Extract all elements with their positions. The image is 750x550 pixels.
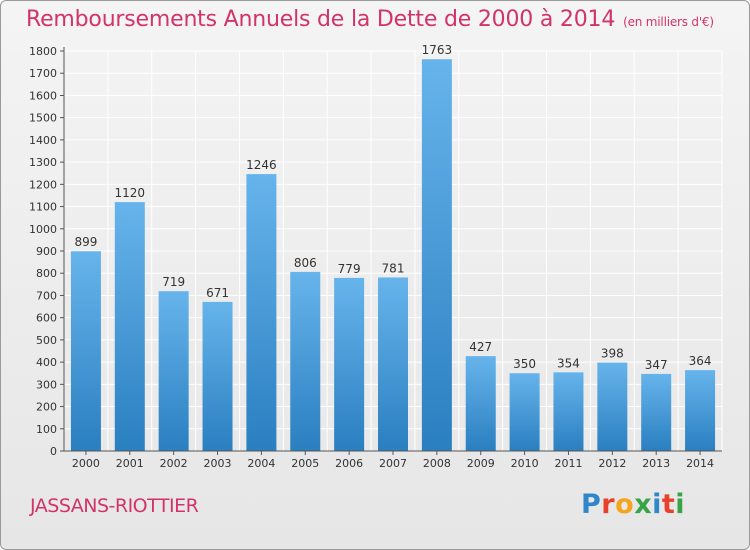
data-label: 806 <box>294 256 317 270</box>
y-tick-label: 1200 <box>29 178 57 191</box>
unit-note: (en milliers d'€) <box>623 15 714 29</box>
x-tick-label: 2003 <box>204 457 232 470</box>
y-tick-label: 1700 <box>29 67 57 80</box>
x-tick-label: 2011 <box>554 457 582 470</box>
x-tick-label: 2007 <box>379 457 407 470</box>
data-label: 781 <box>382 261 405 275</box>
bar-2008 <box>421 59 452 451</box>
y-tick-label: 1100 <box>29 201 57 214</box>
bar-2001 <box>114 202 145 451</box>
x-tick-label: 2010 <box>511 457 539 470</box>
logo-letter: o <box>615 489 635 520</box>
data-label: 364 <box>689 354 712 368</box>
bar-2005 <box>290 271 321 451</box>
bar-2011 <box>553 372 584 451</box>
logo-letter: i <box>675 489 686 520</box>
y-tick-label: 900 <box>36 245 57 258</box>
y-tick-label: 1400 <box>29 134 57 147</box>
y-tick-label: 700 <box>36 289 57 302</box>
data-label: 427 <box>469 340 492 354</box>
x-tick-label: 2005 <box>291 457 319 470</box>
x-tick-label: 2008 <box>423 457 451 470</box>
x-tick-label: 2013 <box>642 457 670 470</box>
data-label: 1246 <box>246 158 277 172</box>
x-tick-label: 2014 <box>686 457 714 470</box>
y-tick-label: 800 <box>36 267 57 280</box>
x-tick-label: 2012 <box>598 457 626 470</box>
y-tick-label: 200 <box>36 401 57 414</box>
y-tick-label: 600 <box>36 312 57 325</box>
bar-2012 <box>597 362 628 451</box>
chart-title: Remboursements Annuels de la Dette de 20… <box>26 7 714 32</box>
bar-2004 <box>246 174 277 451</box>
y-tick-label: 1600 <box>29 89 57 102</box>
logo-letter: x <box>634 489 653 520</box>
logo-letter: i <box>652 489 662 520</box>
bar-2002 <box>158 291 189 451</box>
bar-2010 <box>509 373 540 451</box>
y-tick-label: 100 <box>36 423 57 436</box>
data-label: 347 <box>645 358 668 372</box>
logo-letter: t <box>661 489 676 520</box>
y-tick-label: 0 <box>50 445 57 458</box>
y-tick-label: 300 <box>36 378 57 391</box>
x-tick-label: 2000 <box>72 457 100 470</box>
bar-2009 <box>465 356 496 451</box>
x-tick-label: 2002 <box>160 457 188 470</box>
y-tick-label: 1800 <box>29 45 57 58</box>
bar-2006 <box>334 277 365 451</box>
logo-letter: r <box>601 489 616 520</box>
data-label: 1120 <box>115 186 146 200</box>
x-tick-label: 2006 <box>335 457 363 470</box>
y-tick-label: 500 <box>36 334 57 347</box>
y-tick-label: 1300 <box>29 156 57 169</box>
bar-2007 <box>378 277 408 451</box>
y-tick-label: 1500 <box>29 112 57 125</box>
y-tick-label: 1000 <box>29 223 57 236</box>
data-label: 671 <box>206 286 229 300</box>
data-label: 719 <box>162 275 185 289</box>
bar-2013 <box>641 373 672 451</box>
bars: 899 1120 719 671 1246 806 779 781 1763 427 350 354 3… <box>70 43 716 451</box>
data-label: 354 <box>557 356 580 370</box>
data-label: 1763 <box>422 43 453 57</box>
data-label: 350 <box>513 357 536 371</box>
y-tick-label: 400 <box>36 356 57 369</box>
x-tick-label: 2004 <box>247 457 275 470</box>
x-tick-label: 2009 <box>467 457 495 470</box>
data-label: 899 <box>74 235 97 249</box>
logo-letter: P <box>581 489 602 520</box>
x-tick-label: 2001 <box>116 457 144 470</box>
bar-2014 <box>685 370 716 451</box>
city-name: JASSANS-RIOTTIER <box>30 495 199 517</box>
title-text: Remboursements Annuels de la Dette de 20… <box>26 7 616 32</box>
proxiti-logo: Proxiti <box>581 489 685 520</box>
bar-2000 <box>70 251 101 451</box>
bar-2003 <box>202 301 233 451</box>
data-label: 398 <box>601 347 624 361</box>
axes: 0 100 200 300 400 500 600 700 800 900 1000 1100 1200… <box>29 45 722 470</box>
data-label: 779 <box>338 262 361 276</box>
